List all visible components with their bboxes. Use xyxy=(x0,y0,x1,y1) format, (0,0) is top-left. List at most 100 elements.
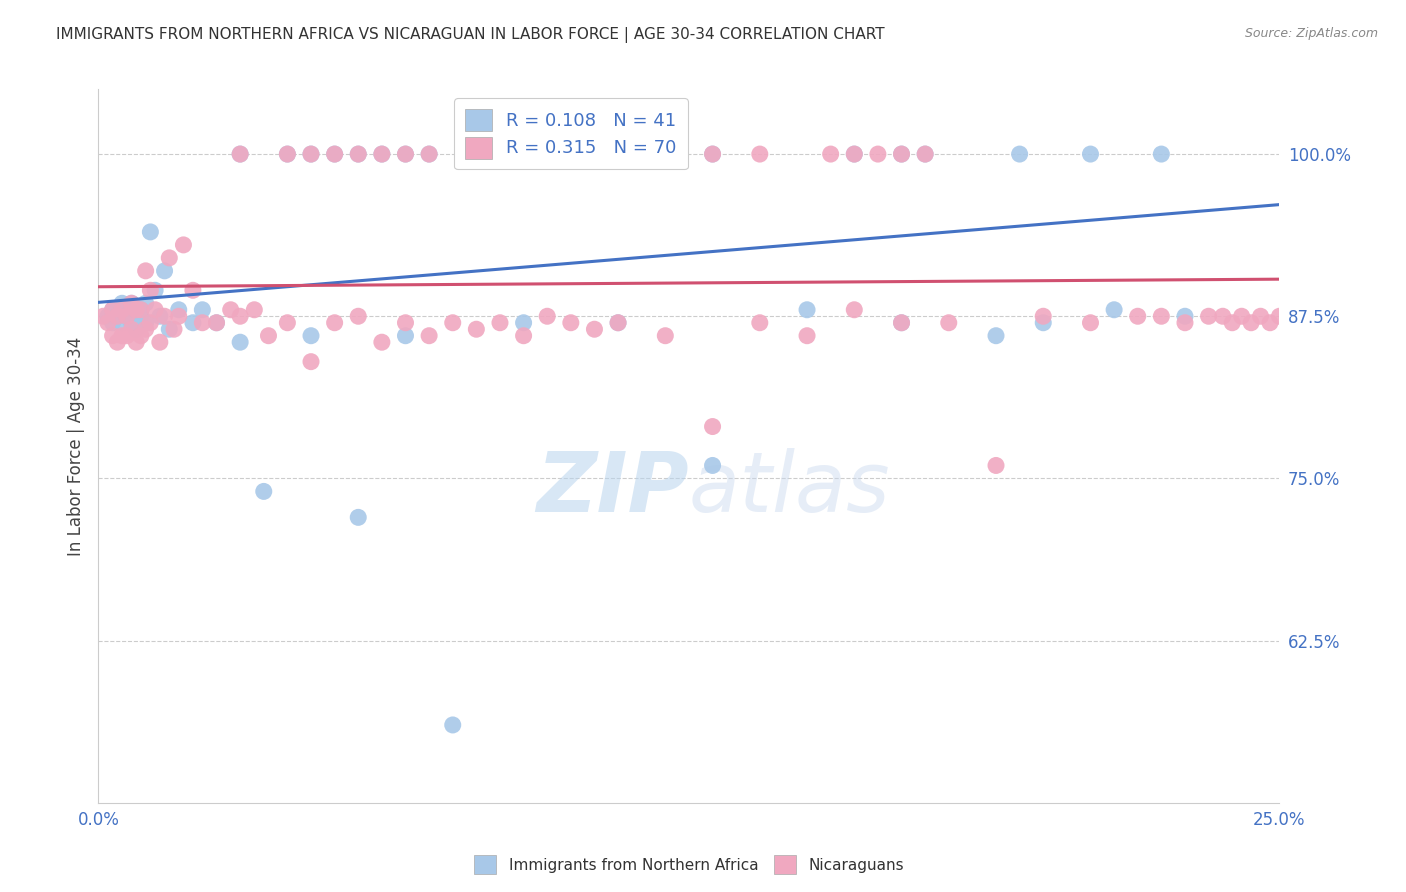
Point xyxy=(101,328,124,343)
Point xyxy=(984,458,1007,473)
Point xyxy=(371,147,394,161)
Point xyxy=(1250,310,1272,324)
Point xyxy=(121,316,143,330)
Point xyxy=(276,147,298,161)
Point xyxy=(276,147,298,161)
Point xyxy=(229,147,252,161)
Point xyxy=(418,147,440,161)
Point xyxy=(844,302,866,317)
Point xyxy=(101,302,124,317)
Point xyxy=(257,328,280,343)
Point xyxy=(1230,310,1253,324)
Point xyxy=(253,484,276,499)
Legend: R = 0.108   N = 41, R = 0.315   N = 70: R = 0.108 N = 41, R = 0.315 N = 70 xyxy=(454,98,688,169)
Point xyxy=(512,147,534,161)
Point xyxy=(371,335,394,350)
Point xyxy=(135,322,157,336)
Point xyxy=(630,147,652,161)
Point xyxy=(371,147,394,161)
Point xyxy=(394,316,416,330)
Point xyxy=(441,718,464,732)
Point xyxy=(536,147,558,161)
Point xyxy=(167,302,190,317)
Point xyxy=(394,328,416,343)
Point xyxy=(748,316,770,330)
Point xyxy=(105,335,128,350)
Point xyxy=(111,296,134,310)
Point xyxy=(748,147,770,161)
Point xyxy=(157,251,180,265)
Point xyxy=(560,147,582,161)
Point xyxy=(890,147,912,161)
Point xyxy=(97,310,120,324)
Point xyxy=(512,328,534,343)
Point xyxy=(139,316,162,330)
Point xyxy=(91,310,114,324)
Point xyxy=(229,310,252,324)
Point xyxy=(111,302,134,317)
Point xyxy=(984,328,1007,343)
Point xyxy=(465,147,488,161)
Text: IMMIGRANTS FROM NORTHERN AFRICA VS NICARAGUAN IN LABOR FORCE | AGE 30-34 CORRELA: IMMIGRANTS FROM NORTHERN AFRICA VS NICAR… xyxy=(56,27,884,43)
Point xyxy=(702,147,724,161)
Point xyxy=(135,264,157,278)
Point xyxy=(1174,316,1197,330)
Point xyxy=(394,147,416,161)
Point xyxy=(135,296,157,310)
Point xyxy=(560,147,582,161)
Text: atlas: atlas xyxy=(689,449,890,529)
Point xyxy=(536,310,558,324)
Point xyxy=(536,147,558,161)
Point xyxy=(465,322,488,336)
Point xyxy=(101,316,124,330)
Point xyxy=(1212,310,1234,324)
Point xyxy=(101,302,124,317)
Point xyxy=(125,302,148,317)
Point xyxy=(607,316,630,330)
Point xyxy=(191,302,214,317)
Point xyxy=(890,147,912,161)
Point xyxy=(121,296,143,310)
Point xyxy=(560,316,582,330)
Point xyxy=(163,322,186,336)
Point xyxy=(149,335,172,350)
Point xyxy=(121,296,143,310)
Point xyxy=(125,302,148,317)
Point xyxy=(1150,310,1173,324)
Point xyxy=(1268,310,1291,324)
Point xyxy=(607,316,630,330)
Point xyxy=(702,458,724,473)
Point xyxy=(323,147,346,161)
Point xyxy=(418,147,440,161)
Point xyxy=(299,147,322,161)
Point xyxy=(111,328,134,343)
Point xyxy=(938,316,960,330)
Point xyxy=(347,510,370,524)
Point xyxy=(890,316,912,330)
Point xyxy=(607,147,630,161)
Point xyxy=(1080,147,1102,161)
Point xyxy=(97,316,120,330)
Point xyxy=(125,335,148,350)
Point xyxy=(347,310,370,324)
Point xyxy=(129,302,152,317)
Point xyxy=(219,302,242,317)
Point xyxy=(229,147,252,161)
Point xyxy=(914,147,936,161)
Point xyxy=(1126,310,1149,324)
Point xyxy=(1220,316,1243,330)
Point xyxy=(115,310,138,324)
Point xyxy=(115,302,138,317)
Point xyxy=(890,316,912,330)
Point xyxy=(105,310,128,324)
Point xyxy=(465,147,488,161)
Point xyxy=(1032,310,1054,324)
Point xyxy=(205,316,228,330)
Point xyxy=(191,316,214,330)
Point xyxy=(323,316,346,330)
Point xyxy=(323,147,346,161)
Point xyxy=(1150,147,1173,161)
Point xyxy=(489,316,512,330)
Point xyxy=(418,328,440,343)
Point xyxy=(129,310,152,324)
